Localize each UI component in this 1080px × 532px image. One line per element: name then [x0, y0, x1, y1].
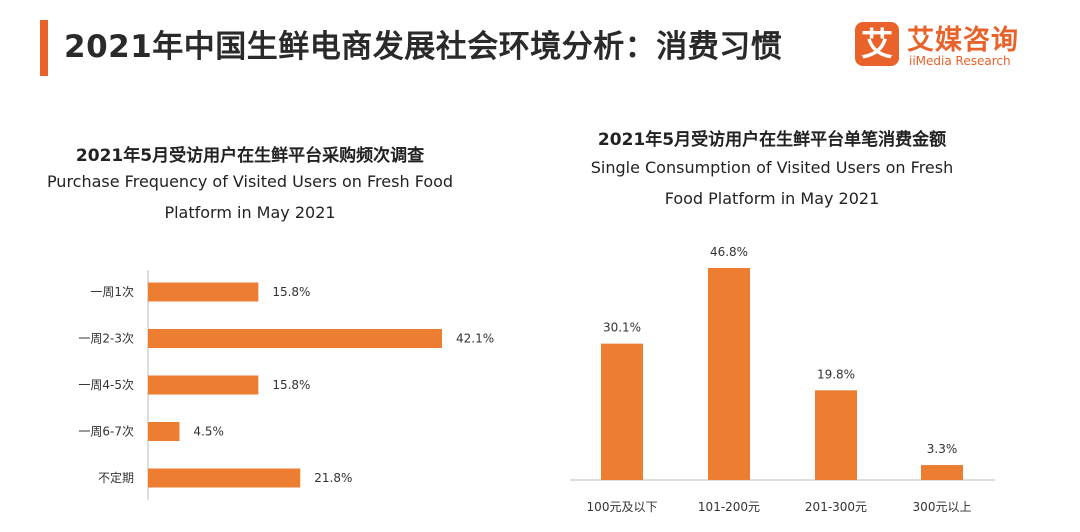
logo-cn-text: 艾媒咨询	[907, 25, 1019, 56]
chart1-bar	[148, 282, 259, 302]
chart1-value-label: 21.8%	[314, 471, 352, 485]
chart2-category-label: 300元以上	[913, 500, 972, 514]
page-title: 2021年中国生鲜电商发展社会环境分析：消费习惯	[64, 29, 783, 65]
chart2-bar	[708, 268, 750, 480]
chart2-value-label: 46.8%	[710, 245, 748, 259]
chart2-bar	[601, 343, 643, 480]
chart2-category-label: 201-300元	[805, 500, 867, 514]
chart1-title: 2021年5月受访用户在生鲜平台采购频次调查	[75, 146, 425, 166]
chart2-value-label: 3.3%	[927, 442, 958, 456]
logo-mark-icon: 艾	[855, 22, 899, 66]
chart2-subtitle: Single Consumption of Visited Users on F…	[590, 158, 954, 208]
chart1-category-label: 一周1次	[90, 285, 134, 299]
chart1-value-label: 15.8%	[272, 285, 310, 299]
chart2-category-label: 101-200元	[698, 500, 760, 514]
chart1-bar	[148, 329, 442, 348]
title-accent-bar	[40, 20, 48, 76]
chart1-category-label: 一周2-3次	[78, 332, 134, 346]
chart2-title: 2021年5月受访用户在生鲜平台单笔消费金额	[597, 130, 947, 150]
chart1-subtitle: Purchase Frequency of Visited Users on F…	[46, 172, 454, 222]
chart2-category-label: 100元及以下	[587, 500, 658, 514]
chart1-category-label: 不定期	[98, 470, 134, 485]
chart2-bar	[815, 390, 857, 480]
chart2-bar	[921, 465, 963, 480]
chart2-value-label: 19.8%	[817, 367, 855, 381]
chart1-bar	[148, 468, 301, 488]
chart1-value-label: 42.1%	[456, 332, 494, 346]
chart1-category-label: 一周4-5次	[78, 378, 134, 392]
chart1-category-label: 一周6-7次	[78, 425, 134, 439]
chart1-bar	[148, 422, 180, 441]
chart1-value-label: 15.8%	[272, 378, 310, 392]
brand-logo: 艾 艾媒咨询 iiMedia Research	[855, 18, 1055, 74]
chart1-bar	[148, 375, 259, 395]
chart1-value-label: 4.5%	[193, 425, 224, 439]
chart2-value-label: 30.1%	[603, 321, 641, 335]
logo-en-text: iiMedia Research	[909, 54, 1011, 68]
